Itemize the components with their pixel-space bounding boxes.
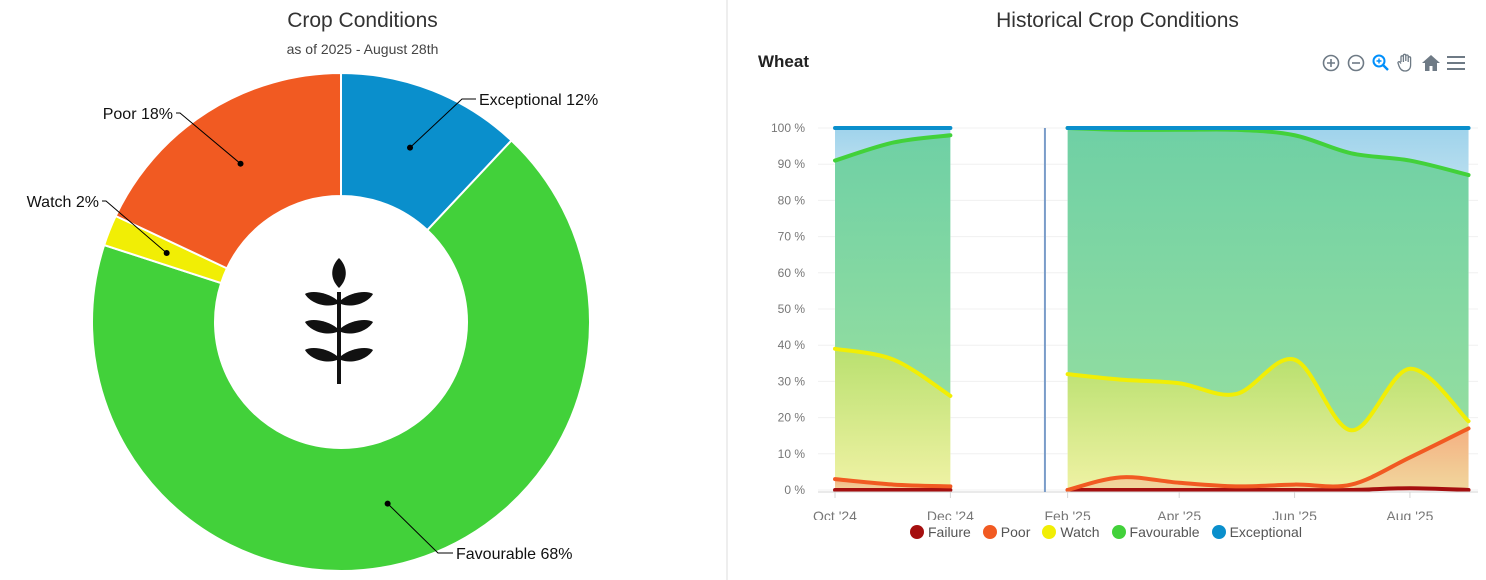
chart-toolbar xyxy=(1320,52,1466,73)
crop-name-label: Wheat xyxy=(758,52,809,71)
legend-item-exceptional[interactable]: Exceptional xyxy=(1211,524,1302,540)
area-band-favourable xyxy=(835,135,951,396)
legend-item-failure[interactable]: Failure xyxy=(910,524,971,540)
y-tick-label: 50 % xyxy=(778,302,806,316)
y-tick-label: 30 % xyxy=(778,374,806,388)
donut-chart: Exceptional 12% Favourable 68% Watch 2% Poo… xyxy=(27,71,598,572)
historical-panel: Historical Crop Conditions Wheat 0 % 10 %… xyxy=(730,0,1486,580)
slice-label-favourable: Favourable 68% xyxy=(456,546,573,563)
menu-icon[interactable] xyxy=(1445,52,1466,73)
x-tick-label: Feb '25 xyxy=(1044,508,1090,520)
label-connector-favourable xyxy=(387,503,453,554)
zoom-in-icon[interactable] xyxy=(1320,52,1341,73)
label-connector-watch xyxy=(102,200,167,254)
y-tick-label: 60 % xyxy=(778,266,806,280)
legend-label: Failure xyxy=(928,524,971,540)
area-band-exceptional xyxy=(835,128,951,161)
x-tick-label: Jun '25 xyxy=(1272,508,1317,520)
zoom-selection-icon[interactable] xyxy=(1370,52,1391,73)
wheat-icon xyxy=(305,258,373,384)
x-tick-label: Oct '24 xyxy=(813,508,857,520)
legend-label: Favourable xyxy=(1129,524,1200,540)
crop-conditions-panel: Crop Conditions as of 2025 - August 28th… xyxy=(0,0,725,580)
label-connector-poor xyxy=(176,112,241,165)
zoom-out-icon[interactable] xyxy=(1345,52,1366,73)
legend-item-poor[interactable]: Poor xyxy=(982,524,1031,540)
slice-label-watch: Watch 2% xyxy=(27,194,99,211)
donut-slice-poor[interactable] xyxy=(114,71,342,270)
y-tick-label: 0 % xyxy=(784,483,805,497)
chart-legend: Failure Poor Watch Favourable Exceptional xyxy=(910,524,1302,540)
legend-item-favourable[interactable]: Favourable xyxy=(1111,524,1200,540)
donut-chart-subtitle: as of 2025 - August 28th xyxy=(286,41,439,57)
panel-divider xyxy=(726,0,728,580)
slice-label-exceptional: Exceptional 12% xyxy=(479,92,598,109)
area-band-favourable xyxy=(1067,128,1469,431)
legend-item-watch[interactable]: Watch xyxy=(1042,524,1100,540)
legend-marker xyxy=(982,525,997,539)
x-tick-label: Apr '25 xyxy=(1157,508,1201,520)
series-line-poor[interactable] xyxy=(1065,426,1471,492)
pan-icon[interactable] xyxy=(1395,52,1416,73)
series-line-failure[interactable] xyxy=(1065,486,1471,493)
series-line-watch[interactable] xyxy=(833,346,953,398)
area-band-poor xyxy=(1067,428,1469,491)
y-tick-label: 20 % xyxy=(778,411,806,425)
x-tick-label: Dec '24 xyxy=(927,508,974,520)
x-tick-label: Aug '25 xyxy=(1386,508,1433,520)
legend-label: Poor xyxy=(1000,524,1031,540)
y-tick-label: 10 % xyxy=(778,447,806,461)
y-tick-label: 40 % xyxy=(778,338,806,352)
home-icon[interactable] xyxy=(1420,52,1441,73)
area-chart-title: Historical Crop Conditions xyxy=(996,9,1239,32)
y-tick-label: 90 % xyxy=(778,157,806,171)
legend-marker xyxy=(1111,525,1126,539)
slice-label-poor: Poor 18% xyxy=(103,106,173,123)
legend-label: Exceptional xyxy=(1229,524,1302,540)
y-tick-label: 80 % xyxy=(778,193,806,207)
legend-marker xyxy=(910,525,924,539)
area-band-exceptional xyxy=(1067,128,1469,176)
series-line-watch[interactable] xyxy=(1065,357,1471,433)
donut-chart-title: Crop Conditions xyxy=(287,9,438,32)
legend-marker xyxy=(1042,525,1057,539)
area-chart: 0 % 10 % 20 % 30 % 40 % 50 % 60 % 70 % 80 % 90 % 1… xyxy=(771,121,1478,520)
area-band-watch xyxy=(1067,359,1469,490)
donut-slice-favourable[interactable] xyxy=(91,139,591,572)
legend-label: Watch xyxy=(1060,524,1100,540)
area-band-watch xyxy=(835,348,951,487)
label-connector-exceptional xyxy=(409,98,476,149)
legend-marker xyxy=(1211,525,1226,539)
y-tick-label: 100 % xyxy=(771,121,805,135)
y-tick-label: 70 % xyxy=(778,230,806,244)
